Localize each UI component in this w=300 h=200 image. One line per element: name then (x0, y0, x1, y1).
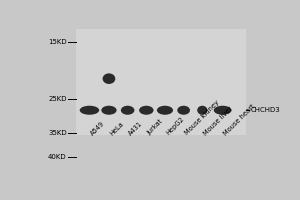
Text: Mouse kidney: Mouse kidney (184, 100, 220, 136)
Ellipse shape (139, 106, 154, 115)
Text: Jurkat: Jurkat (146, 119, 164, 136)
FancyBboxPatch shape (76, 29, 246, 135)
Text: 15KD: 15KD (48, 39, 67, 45)
Ellipse shape (157, 106, 173, 115)
Ellipse shape (101, 106, 117, 115)
Text: HeLa: HeLa (109, 120, 125, 136)
Text: HepG2: HepG2 (165, 116, 185, 136)
Text: Mouse heart: Mouse heart (223, 103, 256, 136)
Ellipse shape (197, 106, 207, 115)
Text: CHCHD3: CHCHD3 (250, 107, 280, 113)
Text: 35KD: 35KD (48, 130, 67, 136)
Ellipse shape (121, 106, 134, 115)
Text: 25KD: 25KD (48, 96, 67, 102)
Ellipse shape (177, 106, 190, 115)
Text: Mouse liver: Mouse liver (202, 105, 233, 136)
Text: A431: A431 (128, 120, 144, 136)
Ellipse shape (103, 73, 115, 84)
Ellipse shape (80, 106, 99, 115)
Text: A549: A549 (89, 120, 106, 136)
Text: 40KD: 40KD (48, 154, 67, 160)
Ellipse shape (214, 106, 232, 115)
